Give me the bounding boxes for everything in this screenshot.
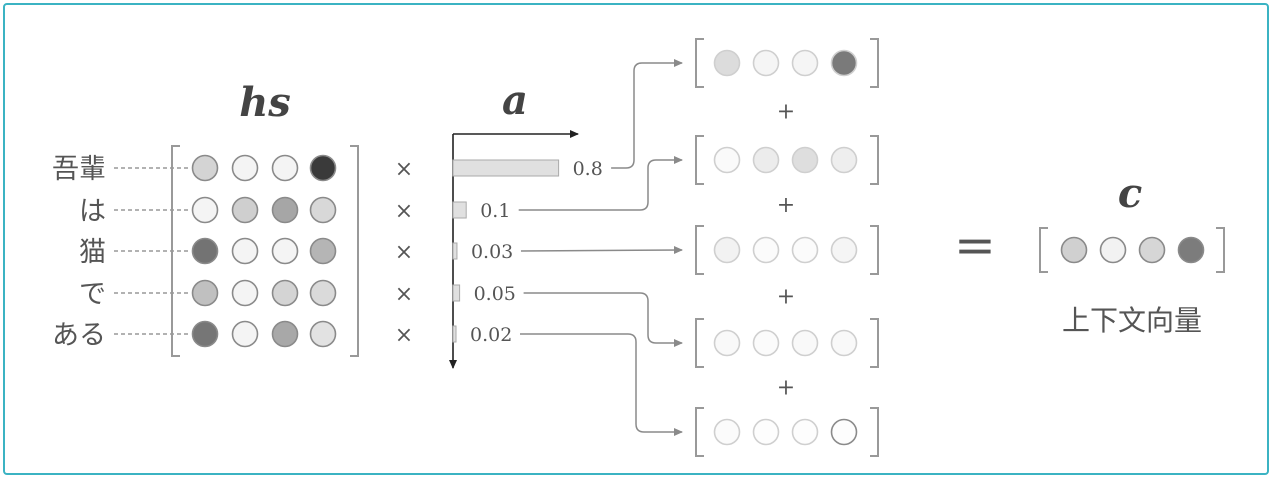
attention-bar — [452, 325, 457, 343]
weighted-right-bracket — [870, 38, 879, 88]
context-cell — [1099, 236, 1127, 264]
attention-bar — [452, 201, 467, 219]
attention-weight-label: 0.02 — [470, 324, 512, 346]
weighted-cell — [713, 418, 741, 446]
weighted-right-bracket — [870, 225, 879, 275]
attention-weight-label: 0.03 — [471, 241, 513, 263]
word-label: で — [79, 279, 106, 310]
weighted-cell — [791, 418, 819, 446]
times-symbol: × — [395, 157, 413, 182]
title-hs: hs — [239, 79, 291, 126]
hs-cell — [191, 237, 219, 265]
hs-cell — [271, 196, 299, 224]
weighted-right-bracket — [870, 407, 879, 457]
weighted-cell — [830, 418, 858, 446]
weight-to-vector-arrow — [520, 333, 683, 436]
hs-cell — [271, 320, 299, 348]
hs-cell — [309, 320, 337, 348]
weighted-cell — [713, 49, 741, 77]
hs-cell — [231, 279, 259, 307]
weighted-cell — [791, 49, 819, 77]
weighted-cell — [752, 49, 780, 77]
times-symbol: × — [395, 323, 413, 348]
hs-cell — [309, 279, 337, 307]
context-cell — [1177, 236, 1205, 264]
hs-cell — [231, 237, 259, 265]
equals-sign: = — [954, 216, 996, 274]
hs-right-bracket — [350, 145, 359, 357]
plus-symbol: + — [777, 376, 795, 401]
word-label: ある — [52, 320, 106, 351]
times-symbol: × — [395, 282, 413, 307]
hs-cell — [191, 279, 219, 307]
weighted-left-bracket — [695, 407, 704, 457]
attention-bar — [452, 284, 461, 302]
plus-symbol: + — [777, 100, 795, 125]
weight-to-vector-arrow — [518, 156, 683, 211]
hs-cell — [271, 237, 299, 265]
weighted-left-bracket — [695, 225, 704, 275]
attention-bar — [452, 159, 560, 177]
weighted-left-bracket — [695, 38, 704, 88]
hs-cell — [191, 320, 219, 348]
hs-cell — [231, 320, 259, 348]
weighted-right-bracket — [870, 135, 879, 185]
attention-bar — [452, 242, 458, 260]
plus-symbol: + — [777, 285, 795, 310]
hs-cell — [191, 196, 219, 224]
attention-weight-label: 0.05 — [474, 283, 516, 305]
weighted-cell — [713, 236, 741, 264]
hs-cell — [309, 154, 337, 182]
times-symbol: × — [395, 240, 413, 265]
weight-to-vector-arrow — [611, 59, 683, 169]
weighted-cell — [752, 146, 780, 174]
hs-cell — [271, 154, 299, 182]
weighted-cell — [830, 236, 858, 264]
weighted-cell — [830, 329, 858, 357]
context-right-bracket — [1216, 227, 1225, 273]
weighted-cell — [791, 236, 819, 264]
weighted-right-bracket — [870, 318, 879, 368]
attention-weight-label: 0.1 — [480, 200, 510, 222]
weighted-cell — [713, 329, 741, 357]
weighted-left-bracket — [695, 318, 704, 368]
hs-cell — [191, 154, 219, 182]
weighted-cell — [752, 418, 780, 446]
hs-cell — [309, 196, 337, 224]
hs-cell — [231, 196, 259, 224]
weighted-cell — [791, 146, 819, 174]
weighted-cell — [713, 146, 741, 174]
word-label: 猫 — [79, 237, 106, 268]
dynamic-layer: 吾輩 × は × 猫 × で × ある × 0.8 0.1 0.03 0.05 0.02 + + + + — [52, 38, 1205, 457]
word-label: 吾輩 — [52, 154, 106, 185]
outer-frame — [3, 3, 1269, 475]
hs-cell — [309, 237, 337, 265]
weighted-cell — [752, 236, 780, 264]
title-c: c — [1118, 170, 1142, 217]
title-a: a — [502, 77, 528, 124]
attention-weight-label: 0.8 — [573, 158, 603, 180]
weighted-cell — [830, 146, 858, 174]
hs-cell — [271, 279, 299, 307]
context-cell — [1060, 236, 1088, 264]
weighted-cell — [791, 329, 819, 357]
weighted-cell — [752, 329, 780, 357]
plus-symbol: + — [777, 193, 795, 218]
context-left-bracket — [1039, 227, 1048, 273]
weighted-cell — [830, 49, 858, 77]
context-label: 上下文向量 — [1062, 304, 1202, 337]
context-cell — [1138, 236, 1166, 264]
weighted-left-bracket — [695, 135, 704, 185]
word-label: は — [79, 196, 106, 227]
times-symbol: × — [395, 199, 413, 224]
weight-to-vector-arrow — [520, 246, 683, 255]
hs-cell — [231, 154, 259, 182]
weight-to-vector-arrow — [523, 292, 683, 347]
